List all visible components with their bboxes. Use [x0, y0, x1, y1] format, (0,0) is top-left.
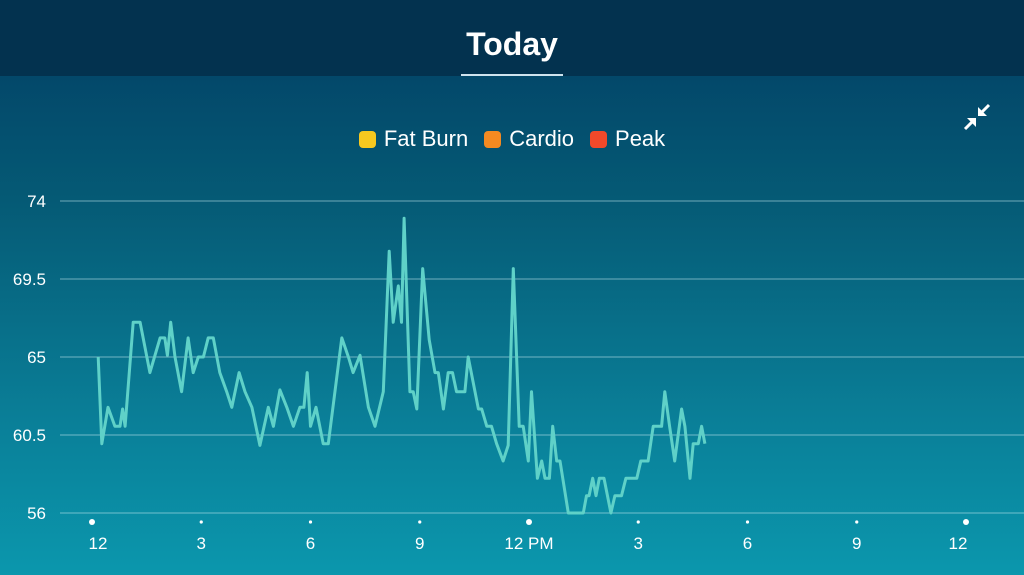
x-tick-label: 12 — [89, 534, 108, 553]
legend-label: Peak — [615, 126, 666, 151]
x-tick-label: 6 — [306, 534, 315, 553]
legend-swatch — [590, 130, 608, 148]
legend-swatch — [484, 130, 502, 148]
header-bar: Today — [0, 0, 1024, 76]
collapse-fullscreen-button[interactable] — [962, 102, 992, 132]
legend-cardio: Cardio — [484, 126, 574, 152]
x-tick-label: 9 — [852, 534, 861, 553]
x-tick-label: 3 — [634, 534, 643, 553]
x-tick-label: 12 PM — [504, 534, 553, 553]
y-tick-label: 56 — [27, 504, 46, 523]
legend-label: Cardio — [509, 126, 575, 151]
legend-peak: Peak — [590, 126, 665, 152]
chart-legend: Fat Burn Cardio Peak — [0, 126, 1024, 152]
x-tick-dot — [745, 520, 750, 524]
heart-rate-line — [96, 216, 707, 515]
y-tick-label: 69.5 — [13, 270, 46, 289]
y-tick-label: 74 — [27, 192, 46, 211]
y-tick-label: 60.5 — [13, 426, 46, 445]
x-tick-dot — [526, 519, 532, 525]
x-tick-label: 6 — [743, 534, 752, 553]
x-tick-dot — [855, 520, 859, 524]
compress-arrows-icon — [963, 103, 991, 131]
x-tick-dot — [199, 520, 203, 524]
x-tick-dot — [89, 519, 95, 525]
legend-label: Fat Burn — [383, 126, 469, 151]
legend-fat-burn: Fat Burn — [358, 126, 469, 152]
x-tick-label: 3 — [197, 534, 206, 553]
x-tick-label: 9 — [415, 534, 424, 553]
x-tick-dot — [308, 520, 313, 524]
tab-underline — [461, 74, 563, 76]
x-tick-label: 12 — [949, 534, 968, 553]
x-tick-dot — [636, 520, 640, 524]
legend-swatch — [358, 130, 376, 148]
page-title-today[interactable]: Today — [466, 26, 558, 62]
x-tick-dot — [418, 520, 422, 524]
x-tick-dot — [963, 519, 969, 525]
y-tick-label: 65 — [27, 348, 46, 367]
